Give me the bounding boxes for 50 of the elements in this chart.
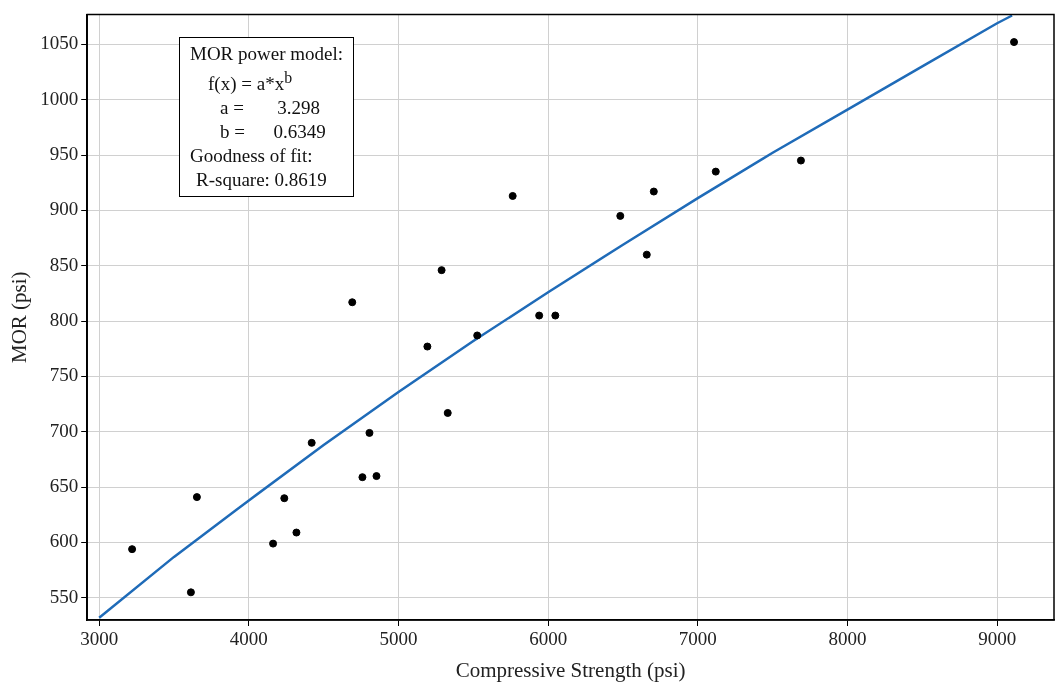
y-tick-label: 800 [49,309,79,331]
annotation: b = 0.6349 [219,120,327,145]
point [535,311,544,320]
annotation: a = 3.298 [219,96,321,121]
y-tick-label: 900 [49,198,79,220]
x-tick-label: 7000 [678,628,717,650]
point [1010,38,1019,47]
point [269,539,278,548]
x-tick-label: 4000 [229,628,268,650]
point [128,545,137,554]
point [365,428,374,437]
point [711,167,720,176]
x-tick-label: 5000 [379,628,418,650]
point [437,266,446,275]
point [358,473,367,482]
y-tick-label: 550 [49,585,79,607]
point [280,494,289,503]
point [443,408,452,417]
point [372,472,381,481]
y-tick-label: 1050 [40,32,79,54]
y-tick-label: 1000 [40,87,79,109]
annotation: Goodness of fit: [190,144,314,169]
point [186,588,195,597]
y-tick-label: 750 [49,364,79,386]
y-tick-label: 650 [49,475,79,497]
point [473,331,482,340]
y-axis-title: MOR (psi) [7,271,32,363]
point [551,311,560,320]
point [642,250,651,259]
x-tick-label: 8000 [828,628,867,650]
point [649,187,658,196]
point [423,342,432,351]
y-tick-label: 700 [49,419,79,441]
point [796,156,805,165]
annotation: f(x) = a*x$^{b}$ [207,68,294,97]
x-tick-label: 6000 [529,628,568,650]
y-tick-label: 600 [49,530,79,552]
point [292,528,301,537]
x-tick-label: 3000 [80,628,119,650]
x-axis-title: Compressive Strength (psi) [455,657,686,682]
point [616,211,625,220]
y-tick-label: 950 [49,142,79,164]
point [348,298,357,307]
point [307,438,316,447]
annotation: MOR power model: [190,42,344,66]
point [192,493,201,502]
point [508,191,517,200]
annotation: R-square: 0.8619 [195,168,328,193]
y-tick-label: 850 [49,253,79,275]
x-tick-label: 9000 [978,628,1017,650]
